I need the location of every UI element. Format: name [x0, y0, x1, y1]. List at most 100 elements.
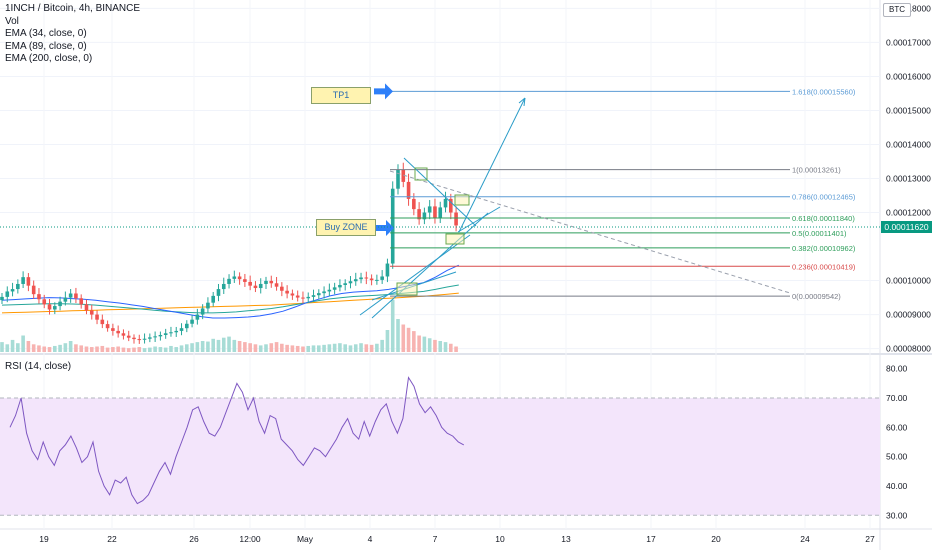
candle-body: [153, 336, 157, 338]
volume-bar: [5, 344, 10, 352]
volume-bar: [311, 345, 316, 352]
volume-bar: [21, 335, 25, 352]
volume-bar: [353, 344, 358, 352]
volume-bar: [253, 344, 258, 352]
volume-bar: [89, 347, 94, 352]
indicator-legend: 1INCH / Bitcoin, 4h, BINANCE Vol EMA (34…: [5, 3, 140, 66]
rsi-tick-label: 80.00: [886, 364, 908, 374]
time-tick-label: 7: [433, 534, 438, 544]
candle-body: [74, 293, 78, 299]
currency-badge[interactable]: BTC: [883, 3, 911, 17]
candle-body: [438, 207, 443, 218]
ema34-line: [1, 264, 460, 319]
price-tick-label: 0.00015000: [886, 105, 931, 115]
volume-bar: [53, 345, 57, 352]
time-tick-label: 19: [39, 534, 49, 544]
volume-bar: [406, 327, 411, 352]
price-tick-label: 0.00012000: [886, 208, 931, 218]
volume-bar: [211, 338, 215, 352]
candle-body: [179, 328, 184, 331]
symbol-title[interactable]: 1INCH / Bitcoin, 4h, BINANCE: [5, 3, 141, 14]
ema34-legend[interactable]: EMA (34, close, 0): [5, 28, 87, 39]
candle-body: [406, 181, 411, 199]
volume-bar: [243, 342, 247, 352]
candle-body: [10, 289, 15, 292]
volume-bar: [422, 336, 427, 352]
candle-body: [16, 283, 20, 290]
candle-body: [26, 277, 31, 286]
volume-bar: [16, 343, 20, 352]
volume-bar: [412, 331, 416, 352]
buy-zone-callout[interactable]: Buy ZONE: [316, 219, 376, 236]
fib-level-label: 0.786(0.00012465): [792, 193, 856, 202]
volume-bar: [385, 330, 390, 352]
volume-bar: [369, 344, 374, 352]
highlight-box-top: [414, 167, 428, 181]
time-tick-label: 26: [189, 534, 199, 544]
volume-bar: [163, 347, 168, 352]
channel-break-line: [457, 206, 501, 233]
volume-bar: [116, 346, 120, 352]
candle-body: [317, 293, 321, 296]
volume-bar: [142, 348, 147, 352]
volume-bar: [269, 343, 274, 352]
fib-level-label: 1.618(0.00015560): [792, 87, 856, 96]
volume-bar: [0, 342, 4, 352]
time-axis: 19 22 26 12:00 May 4 7 10 13 17 20 24 27: [39, 534, 875, 544]
rsi-tick-label: 60.00: [886, 422, 908, 432]
trendline-drawings: [0, 83, 880, 319]
candle-body: [137, 339, 142, 341]
highlight-box-mid: [454, 194, 470, 206]
volume-bar: [179, 345, 184, 352]
volume-bar: [42, 346, 47, 352]
channel-upper-line: [403, 157, 477, 227]
tp1-callout[interactable]: TP1: [311, 87, 371, 104]
candle-body: [243, 279, 247, 282]
volume-bar: [264, 344, 268, 352]
volume-bar: [290, 345, 295, 352]
volume-bar: [148, 347, 152, 352]
volume-bar: [195, 342, 200, 352]
candle-body: [417, 209, 421, 220]
fibonacci-lines: 1.618(0.00015560) 1(0.00013261) 0.786(0.00…: [390, 87, 856, 301]
volume-bar: [216, 339, 221, 352]
candle-body: [454, 212, 458, 226]
candle-body: [211, 295, 215, 303]
buy-zone-arrow-icon: [375, 220, 394, 236]
support-trendline-1: [359, 234, 471, 316]
candle-body: [449, 198, 453, 213]
volume-bar: [449, 343, 453, 352]
ema200-legend[interactable]: EMA (200, close, 0): [5, 53, 93, 64]
volume-bar: [332, 343, 337, 352]
candle-body: [84, 304, 89, 311]
volume-bar: [343, 344, 347, 352]
volume-bar: [47, 347, 52, 352]
candle-body: [359, 277, 363, 280]
volume-bar: [74, 344, 78, 352]
vol-legend[interactable]: Vol: [5, 15, 19, 27]
volume-bar: [84, 346, 89, 352]
candle-body: [322, 291, 326, 294]
volume-bar: [227, 336, 231, 352]
ema89-legend[interactable]: EMA (89, close, 0): [5, 40, 87, 52]
candle-body: [21, 277, 25, 284]
candle-body: [258, 283, 263, 289]
candle-body: [327, 289, 332, 292]
candle-body: [364, 277, 369, 279]
volume-bar: [137, 347, 142, 352]
time-tick-label: 24: [800, 534, 810, 544]
rsi-legend[interactable]: RSI (14, close): [5, 361, 72, 372]
volume-bar: [185, 344, 189, 352]
candle-body: [332, 287, 337, 290]
fib-level-label: 0.618(0.00011840): [792, 214, 855, 223]
volume-bar: [375, 343, 379, 352]
candle-body: [195, 314, 200, 320]
volume-bar: [274, 342, 279, 352]
candle-body: [105, 324, 110, 329]
candle-body: [401, 169, 406, 182]
candle-body: [174, 330, 179, 333]
volume-bar: [132, 347, 136, 352]
candle-body: [185, 323, 189, 329]
volume-bar: [285, 344, 289, 352]
